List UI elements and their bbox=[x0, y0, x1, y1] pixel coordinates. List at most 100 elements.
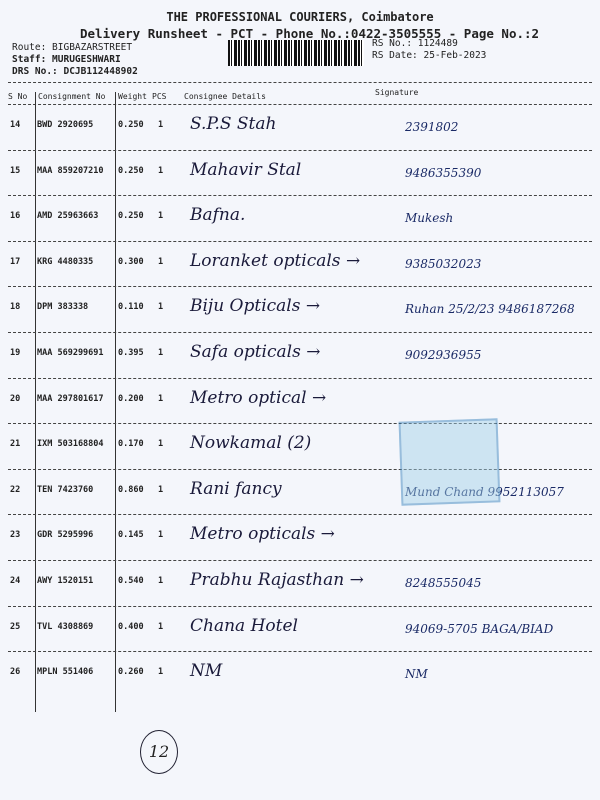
row-consignee: Loranket opticals → bbox=[190, 250, 361, 271]
company-title: THE PROFESSIONAL COURIERS, Coimbatore bbox=[166, 10, 434, 24]
row-weight: 0.395 bbox=[118, 348, 144, 358]
row-signature: 94069-5705 BAGA/BIAD bbox=[405, 621, 554, 636]
staff: Staff: MURUGESHWARI bbox=[12, 54, 121, 65]
column-line bbox=[115, 92, 116, 712]
page-mark: 12 bbox=[140, 730, 178, 774]
row-pcs: 1 bbox=[158, 256, 164, 267]
stamp bbox=[398, 418, 501, 506]
row-consignee: Metro opticals → bbox=[190, 524, 335, 545]
row-signature: 8248555045 bbox=[405, 576, 482, 590]
row-pcs: 1 bbox=[158, 576, 164, 586]
row-sno: 24 bbox=[10, 576, 21, 586]
row-consignee: Nowkamal (2) bbox=[190, 433, 312, 454]
row-sno: 20 bbox=[10, 393, 21, 404]
row-divider bbox=[8, 240, 592, 242]
row-weight: 0.250 bbox=[118, 120, 144, 130]
col-pcs: PCS bbox=[152, 92, 167, 101]
row-signature: 9092936955 bbox=[405, 348, 482, 362]
row-signature: 2391802 bbox=[405, 120, 459, 134]
row-consignment: DPM 383338 bbox=[37, 302, 89, 313]
row-weight: 0.145 bbox=[118, 530, 144, 541]
row-sno: 17 bbox=[10, 256, 21, 267]
col-signature: Signature bbox=[375, 88, 419, 97]
row-weight: 0.400 bbox=[118, 621, 144, 632]
row-pcs: 1 bbox=[158, 530, 164, 541]
row-weight: 0.540 bbox=[118, 576, 144, 586]
col-weight: Weight bbox=[118, 92, 147, 101]
row-consignment: MAA 859207210 bbox=[37, 165, 104, 176]
row-signature: 9486355390 bbox=[405, 165, 482, 180]
row-consignment: KRG 4480335 bbox=[37, 256, 94, 267]
row-weight: 0.170 bbox=[118, 439, 144, 450]
row-signature: NM bbox=[405, 667, 428, 682]
barcode bbox=[228, 40, 364, 66]
row-pcs: 1 bbox=[158, 667, 164, 678]
rs-number: RS No.: 1124489 bbox=[372, 38, 458, 49]
row-consignment: BWD 2920695 bbox=[37, 120, 94, 130]
column-line bbox=[35, 92, 36, 712]
row-divider bbox=[8, 605, 592, 607]
row-sno: 22 bbox=[10, 484, 21, 495]
row-sno: 23 bbox=[10, 530, 21, 541]
row-consignment: TVL 4308869 bbox=[37, 621, 94, 632]
rs-date: RS Date: 25-Feb-2023 bbox=[372, 50, 487, 61]
row-consignment: IXM 503168804 bbox=[37, 439, 104, 450]
row-consignee: Chana Hotel bbox=[190, 615, 298, 636]
row-weight: 0.300 bbox=[118, 256, 144, 267]
row-weight: 0.260 bbox=[118, 667, 144, 678]
row-divider bbox=[8, 560, 592, 561]
row-pcs: 1 bbox=[158, 484, 164, 495]
col-consignee: Consignee Details bbox=[184, 92, 266, 101]
drs-number: DRS No.: DCJB112448902 bbox=[12, 66, 138, 77]
row-signature: Mund Chand 9952113057 bbox=[405, 484, 564, 499]
row-divider bbox=[8, 468, 592, 470]
runsheet-subtitle: Delivery Runsheet - PCT - Phone No.:0422… bbox=[80, 26, 540, 41]
row-divider bbox=[8, 286, 592, 288]
row-pcs: 1 bbox=[158, 621, 164, 632]
col-sno: S No bbox=[8, 92, 28, 101]
row-consignment: AWY 1520151 bbox=[37, 576, 94, 586]
row-weight: 0.250 bbox=[118, 165, 144, 176]
row-consignee: Mahavir Stal bbox=[190, 159, 302, 180]
row-sno: 21 bbox=[10, 439, 21, 450]
row-sno: 26 bbox=[10, 667, 21, 678]
row-pcs: 1 bbox=[158, 302, 164, 313]
row-sno: 19 bbox=[10, 348, 21, 358]
col-consignment: Consignment No bbox=[38, 92, 106, 101]
row-divider bbox=[8, 332, 592, 333]
row-consignment: GDR 5295996 bbox=[37, 530, 94, 541]
row-consignee: Rani fancy bbox=[190, 478, 282, 499]
row-weight: 0.200 bbox=[118, 393, 144, 404]
row-consignment: MPLN 551406 bbox=[37, 667, 94, 678]
row-consignee: Bafna. bbox=[190, 205, 246, 226]
row-consignee: Biju Opticals → bbox=[190, 296, 321, 317]
row-divider bbox=[8, 423, 592, 425]
divider bbox=[8, 104, 592, 105]
row-consignment: AMD 25963663 bbox=[37, 211, 99, 222]
row-divider bbox=[8, 149, 592, 151]
row-consignee: Prabhu Rajasthan → bbox=[190, 570, 364, 590]
row-sno: 25 bbox=[10, 621, 21, 632]
row-weight: 0.110 bbox=[118, 302, 144, 313]
row-consignee: Safa opticals → bbox=[190, 342, 321, 362]
row-signature: Ruhan 25/2/23 9486187268 bbox=[405, 302, 575, 317]
row-divider bbox=[8, 377, 592, 379]
row-pcs: 1 bbox=[158, 393, 164, 404]
row-consignment: MAA 297801617 bbox=[37, 393, 104, 404]
row-signature: Mukesh bbox=[405, 211, 454, 226]
row-divider bbox=[8, 195, 592, 197]
row-pcs: 1 bbox=[158, 120, 164, 130]
row-consignee: NM bbox=[190, 661, 223, 682]
row-sno: 18 bbox=[10, 302, 21, 313]
row-divider bbox=[8, 514, 592, 516]
row-sno: 14 bbox=[10, 120, 21, 130]
row-consignee: S.P.S Stah bbox=[190, 114, 277, 134]
row-pcs: 1 bbox=[158, 165, 164, 176]
row-sno: 15 bbox=[10, 165, 21, 176]
row-pcs: 1 bbox=[158, 348, 164, 358]
row-weight: 0.250 bbox=[118, 211, 144, 222]
row-weight: 0.860 bbox=[118, 484, 144, 495]
row-sno: 16 bbox=[10, 211, 21, 222]
row-pcs: 1 bbox=[158, 439, 164, 450]
